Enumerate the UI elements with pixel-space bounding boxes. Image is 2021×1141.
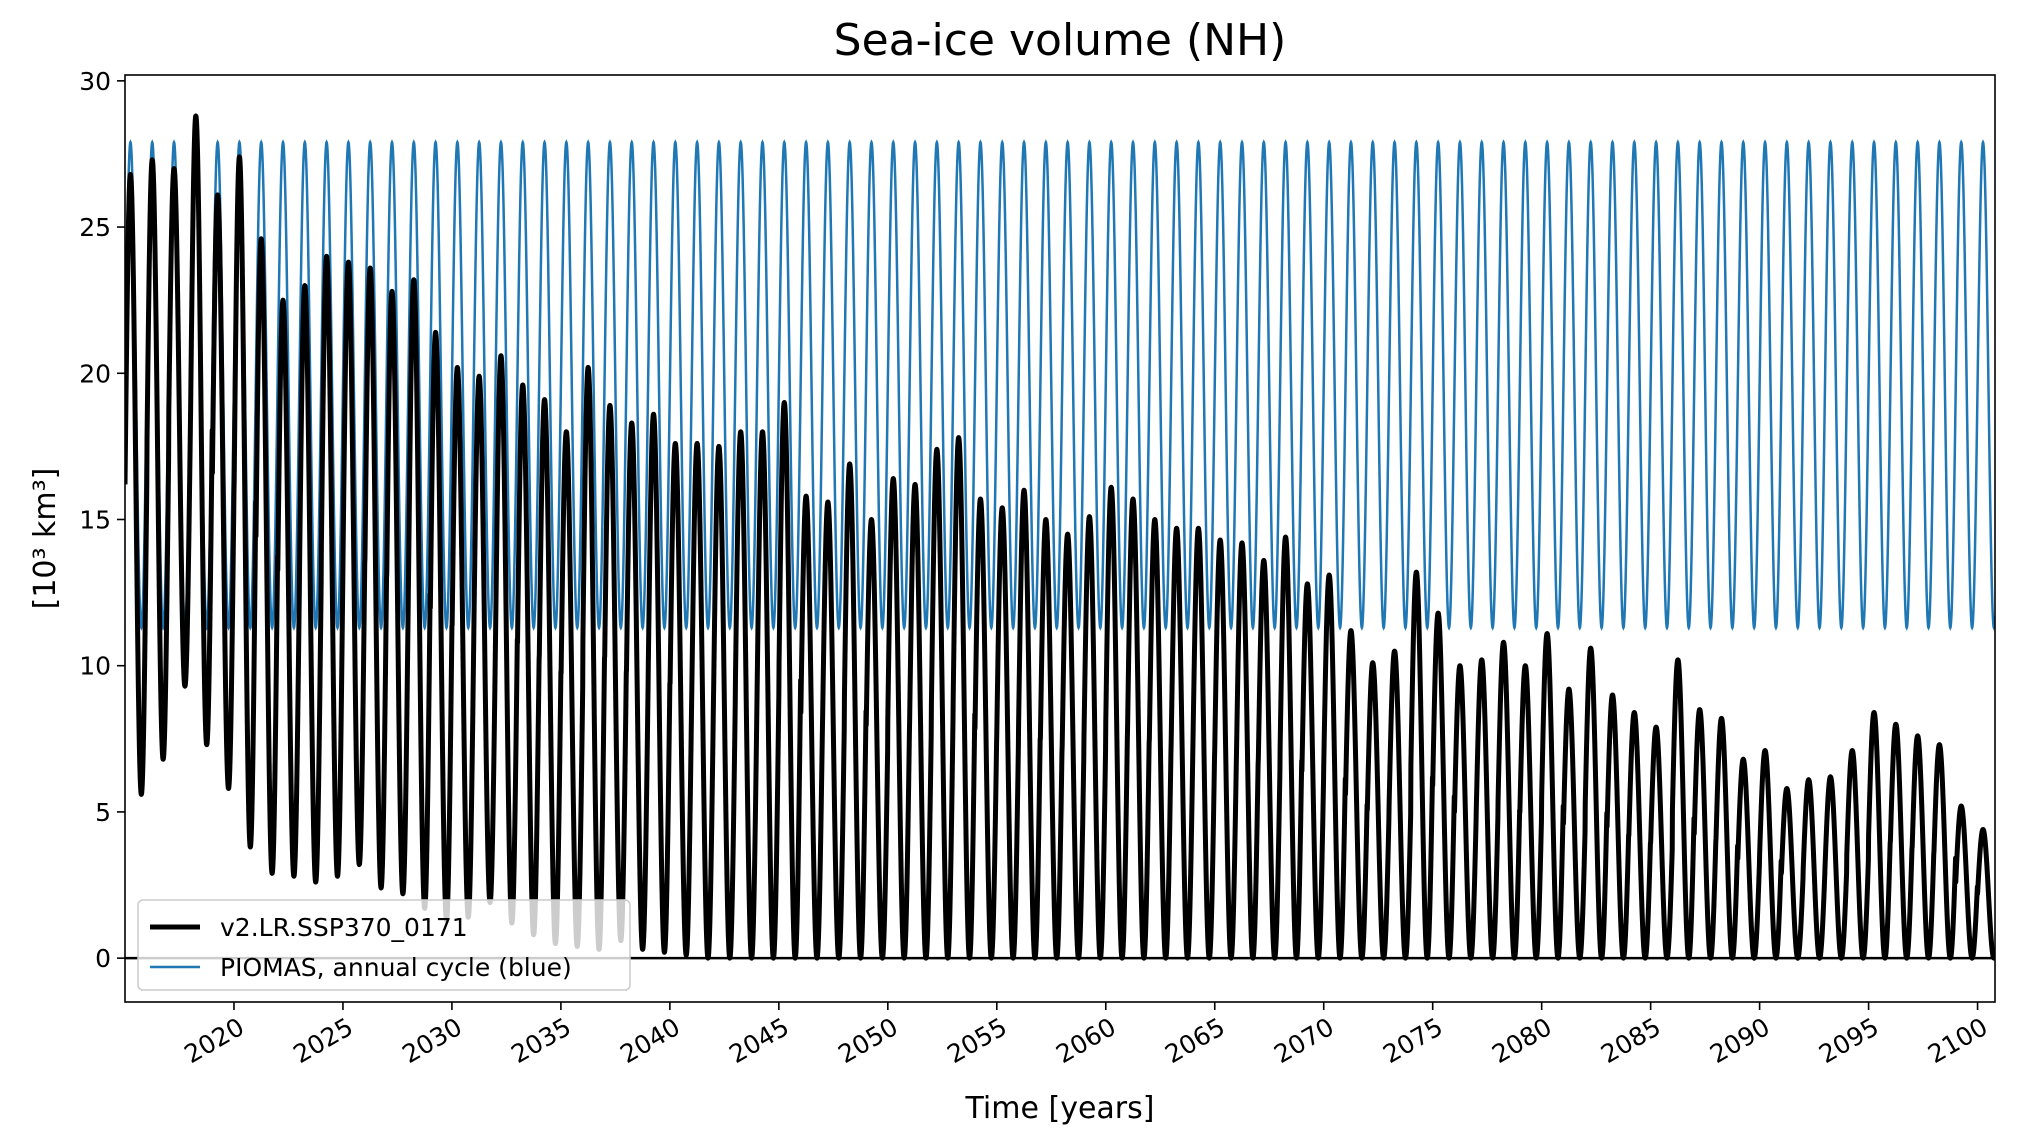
x-tick-label: 2075: [1378, 1012, 1448, 1069]
x-tick-label: 2055: [942, 1012, 1012, 1069]
x-tick-label: 2035: [506, 1012, 576, 1069]
x-tick-label: 2065: [1160, 1012, 1230, 1069]
legend-label-model: v2.LR.SSP370_0171: [220, 913, 468, 942]
y-tick-label: 30: [79, 67, 111, 96]
legend-label-piomas: PIOMAS, annual cycle (blue): [220, 953, 572, 982]
x-tick-label: 2060: [1051, 1012, 1121, 1069]
y-axis-ticks: 0 5 10 15 20 25 30: [79, 67, 125, 973]
legend-box: [137, 899, 631, 991]
y-tick-label: 0: [95, 944, 111, 973]
x-tick-label: 2080: [1487, 1012, 1557, 1069]
x-tick-label: 2090: [1705, 1012, 1775, 1069]
y-tick-label: 10: [79, 652, 111, 681]
x-tick-label: 2030: [397, 1012, 467, 1069]
series-line-piomas: [125, 139, 1995, 631]
y-axis-label: [10³ km³]: [28, 468, 63, 610]
y-tick-label: 25: [79, 213, 111, 242]
x-tick-label: 2045: [724, 1012, 794, 1069]
series-line-model: [125, 113, 1995, 961]
x-tick-label: 2025: [288, 1012, 358, 1069]
x-tick-label: 2020: [179, 1012, 249, 1069]
chart-title: Sea-ice volume (NH): [834, 15, 1287, 66]
y-tick-label: 20: [79, 359, 111, 388]
plot-frame: [124, 74, 1996, 1003]
series-layer: [125, 113, 1995, 961]
x-axis-ticks: 2020 2025 2030 2035 2040 2045 2050 2055 2060 2065…: [179, 1002, 1993, 1069]
x-tick-label: 2070: [1269, 1012, 1339, 1069]
x-axis-label: Time [years]: [965, 1091, 1155, 1126]
y-tick-label: 5: [95, 798, 111, 827]
x-tick-label: 2040: [615, 1012, 685, 1069]
x-tick-label: 2100: [1923, 1012, 1993, 1069]
legend: v2.LR.SSP370_0171 PIOMAS, annual cycle (…: [137, 899, 631, 991]
x-tick-label: 2050: [833, 1012, 903, 1069]
x-tick-label: 2095: [1814, 1012, 1884, 1069]
y-tick-label: 15: [79, 505, 111, 534]
x-tick-label: 2085: [1596, 1012, 1666, 1069]
